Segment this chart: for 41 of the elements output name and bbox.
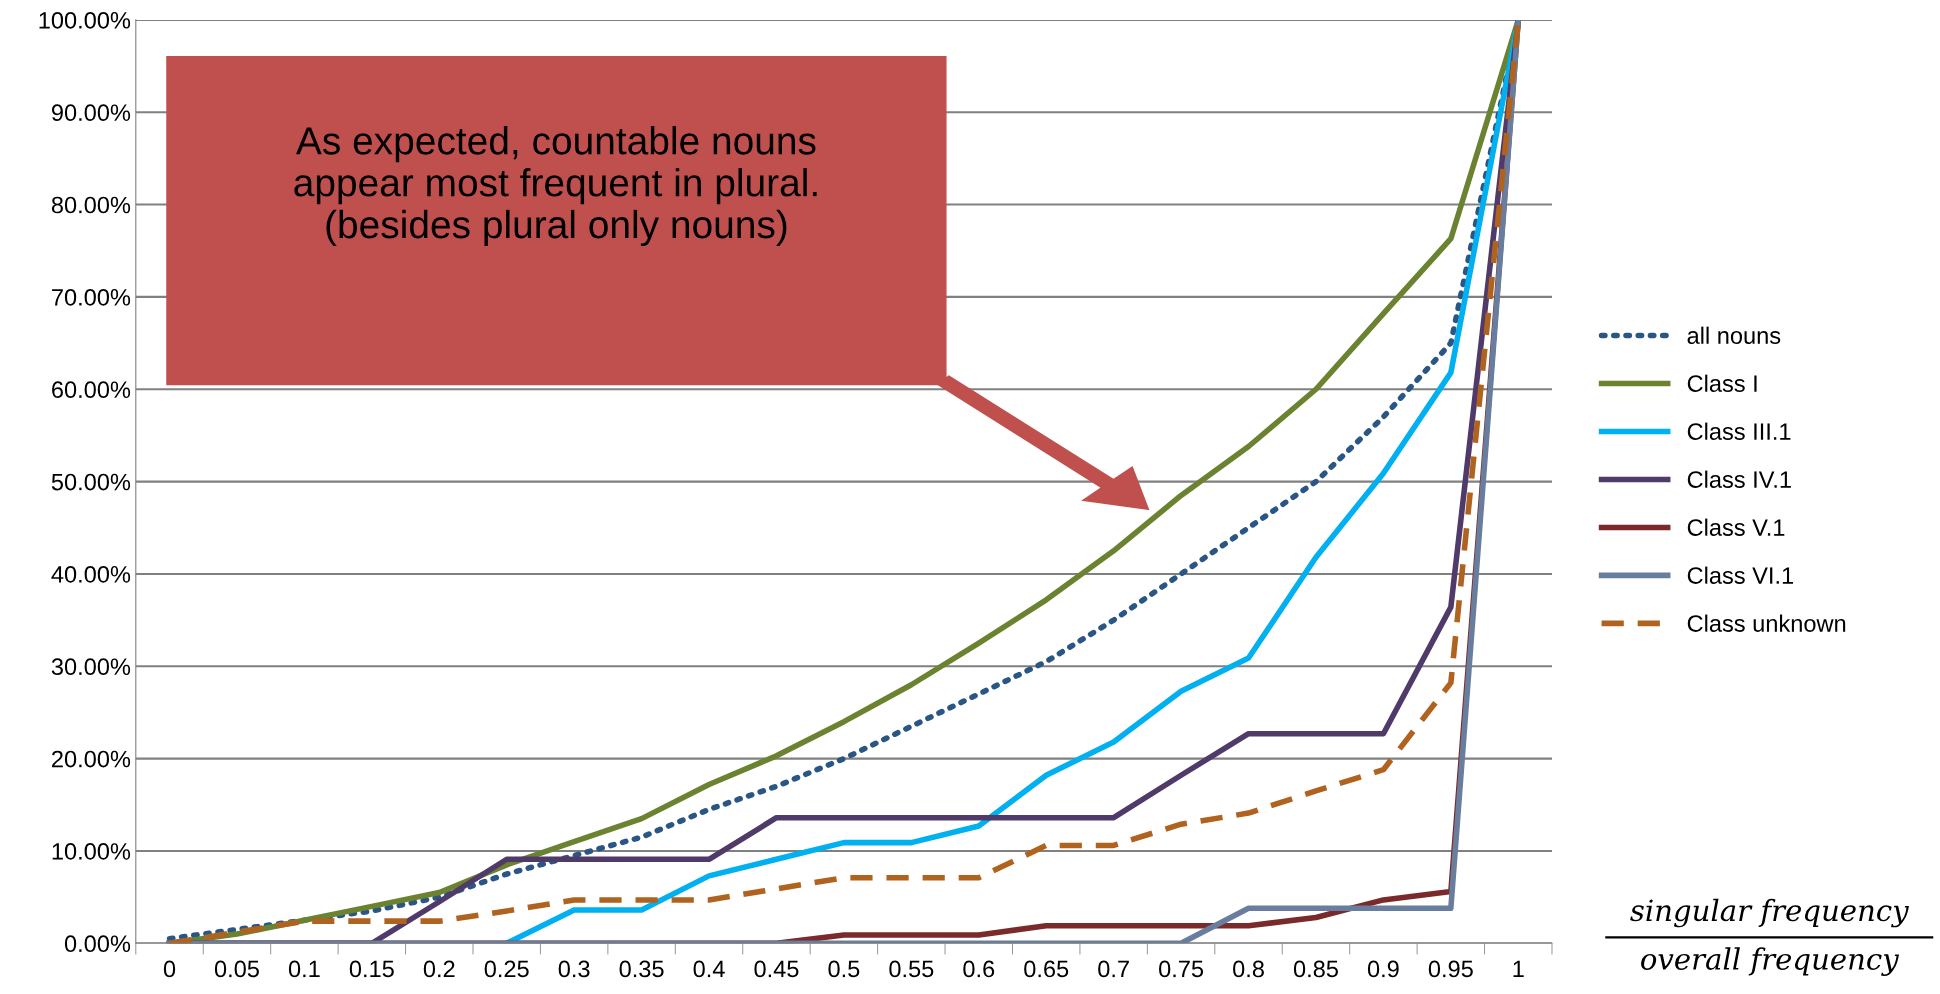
legend-label: Class I xyxy=(1687,374,1757,392)
x-axis-title: singular frequency overall frequency xyxy=(1630,898,1909,976)
x-tick-label: 0.25 xyxy=(484,960,529,978)
y-tick-label: 90.00% xyxy=(51,104,131,122)
y-tick-label: 40.00% xyxy=(51,566,131,583)
legend-label: all nouns xyxy=(1687,326,1781,344)
x-tick-label: 0.9 xyxy=(1367,960,1399,978)
x-tick-label: 0.35 xyxy=(619,960,664,978)
y-tick-label: 50.00% xyxy=(51,473,131,491)
y-tick-label: 70.00% xyxy=(52,288,131,306)
y-tick-label: 20.00% xyxy=(52,750,131,768)
x-tick-label: 0.85 xyxy=(1293,960,1338,978)
x-tick-label: 0.65 xyxy=(1024,960,1069,978)
y-tick-label: 30.00% xyxy=(51,658,131,676)
legend-label: Class IV.1 xyxy=(1687,470,1791,488)
y-tick-label: 60.00% xyxy=(52,381,131,399)
annotation: As expected, countable nouns appear most frequent in plural. (besides plural only nouns) xyxy=(294,126,817,247)
legend-label: Class unknown xyxy=(1687,614,1846,632)
x-tick-label: 0.45 xyxy=(754,960,799,978)
y-tick-label: 10.00% xyxy=(52,843,131,860)
x-tick-label: 0.6 xyxy=(963,960,995,978)
y-tick-label: 100.00% xyxy=(39,11,131,29)
x-tick-label: 0.55 xyxy=(889,960,934,978)
x-tick-label: 0.2 xyxy=(423,960,455,978)
x-tick-label: 0.1 xyxy=(288,960,320,978)
x-tick-label: 0.5 xyxy=(828,960,860,978)
x-tick-label: 0.75 xyxy=(1159,960,1204,978)
x-tick-label: 0.95 xyxy=(1428,960,1473,978)
x-tick-label: 0.15 xyxy=(349,960,394,978)
x-tick-label: 0.7 xyxy=(1098,960,1129,978)
y-tick-label: 80.00% xyxy=(51,196,131,214)
x-tick-label: 0.3 xyxy=(558,960,590,978)
x-tick-label: 0 xyxy=(163,960,176,978)
legend-label: Class VI.1 xyxy=(1687,566,1794,584)
legend-label: Class V.1 xyxy=(1687,518,1785,536)
y-tick-label: 0.00% xyxy=(64,935,131,953)
x-tick-label: 1 xyxy=(1513,960,1524,978)
x-tick-label: 0.4 xyxy=(693,960,725,978)
legend-label: Class III.1 xyxy=(1687,422,1791,440)
x-tick-label: 0.8 xyxy=(1233,960,1264,978)
x-tick-label: 0.05 xyxy=(214,960,259,978)
